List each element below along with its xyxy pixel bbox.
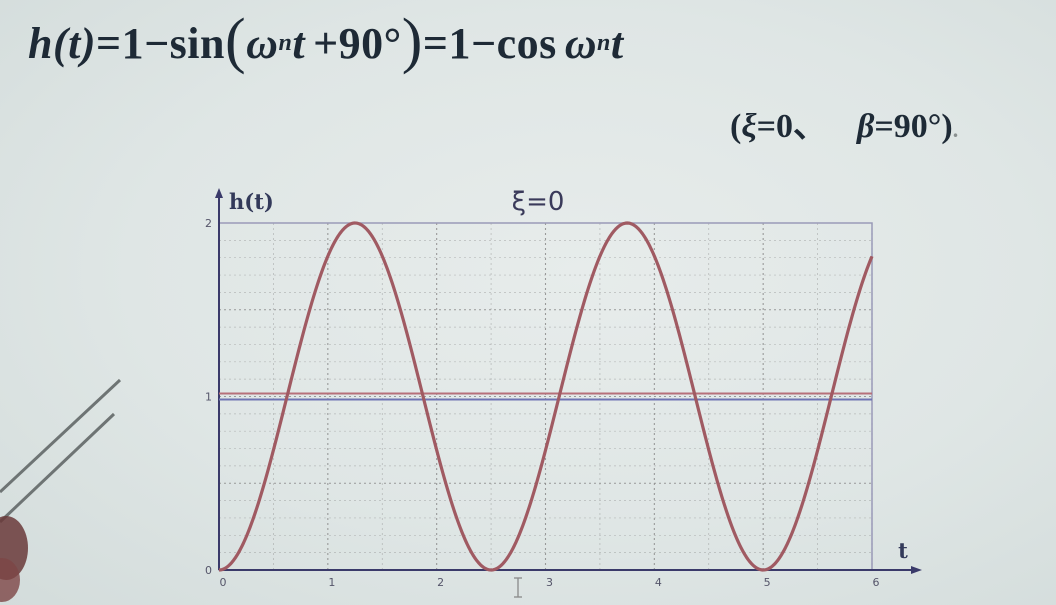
x-tick-label: 4 [655, 576, 662, 589]
formula-t: t [292, 18, 306, 68]
formula-phase: 90° [338, 18, 402, 68]
y-tick-label: 0 [205, 564, 212, 577]
y-tick-label: 1 [205, 391, 212, 404]
formula-paren-open: ( [224, 7, 247, 75]
formula-omega: ω [246, 18, 279, 68]
condition-beta-value: 90° [893, 108, 942, 145]
x-tick-label: 2 [437, 576, 444, 589]
formula-cos: cos [496, 18, 557, 68]
y-tick-label: 2 [205, 217, 212, 230]
formula-minus-2: − [470, 18, 497, 68]
formula-omega-2: ω [564, 18, 598, 68]
x-tick-label: 3 [546, 576, 553, 589]
condition-beta: β [856, 108, 875, 145]
formula-paren-close: ) [401, 7, 423, 75]
x-tick-label: 0 [220, 576, 227, 589]
chart-axes [215, 188, 922, 574]
condition-close-paren: ) [941, 108, 953, 145]
condition-separator: 、 [792, 108, 827, 145]
formula-equals-2: = [422, 18, 449, 68]
condition-open-paren: ( [730, 108, 742, 145]
x-axis-label: t [898, 538, 908, 563]
formula-sin: sin [169, 18, 225, 68]
formula-minus: − [144, 18, 170, 68]
tick-labels: 0 1 2 3 4 5 6 0 1 2 [205, 217, 880, 589]
formula-omega-subscript: n [278, 29, 293, 56]
condition-xi-value: 0 [775, 108, 793, 145]
condition-beta-equals: = [874, 108, 894, 145]
y-axis-label: h(t) [229, 189, 274, 214]
formula-omega-subscript-2: n [597, 29, 611, 56]
formula-one: 1 [121, 18, 145, 68]
condition-formula: (ξ=0、 β=90°). [730, 98, 958, 147]
text-cursor-icon [514, 577, 522, 598]
response-curve [218, 221, 874, 572]
chart-title: ξ=0 [512, 187, 565, 217]
formula-one-2: 1 [448, 18, 471, 68]
formula-lhs: h(t) [28, 18, 96, 68]
y-axis-arrow [215, 188, 223, 198]
condition-xi: ξ [741, 108, 757, 145]
condition-trailing-dot: . [952, 117, 959, 142]
x-axis-arrow [911, 566, 922, 574]
formula-t-2: t [610, 18, 624, 68]
formula-plus: + [313, 18, 339, 68]
x-tick-label: 1 [328, 576, 335, 589]
condition-xi-equals: = [756, 108, 776, 145]
x-tick-label: 6 [873, 576, 880, 589]
x-tick-label: 5 [764, 576, 771, 589]
formula-equals: = [96, 18, 122, 68]
